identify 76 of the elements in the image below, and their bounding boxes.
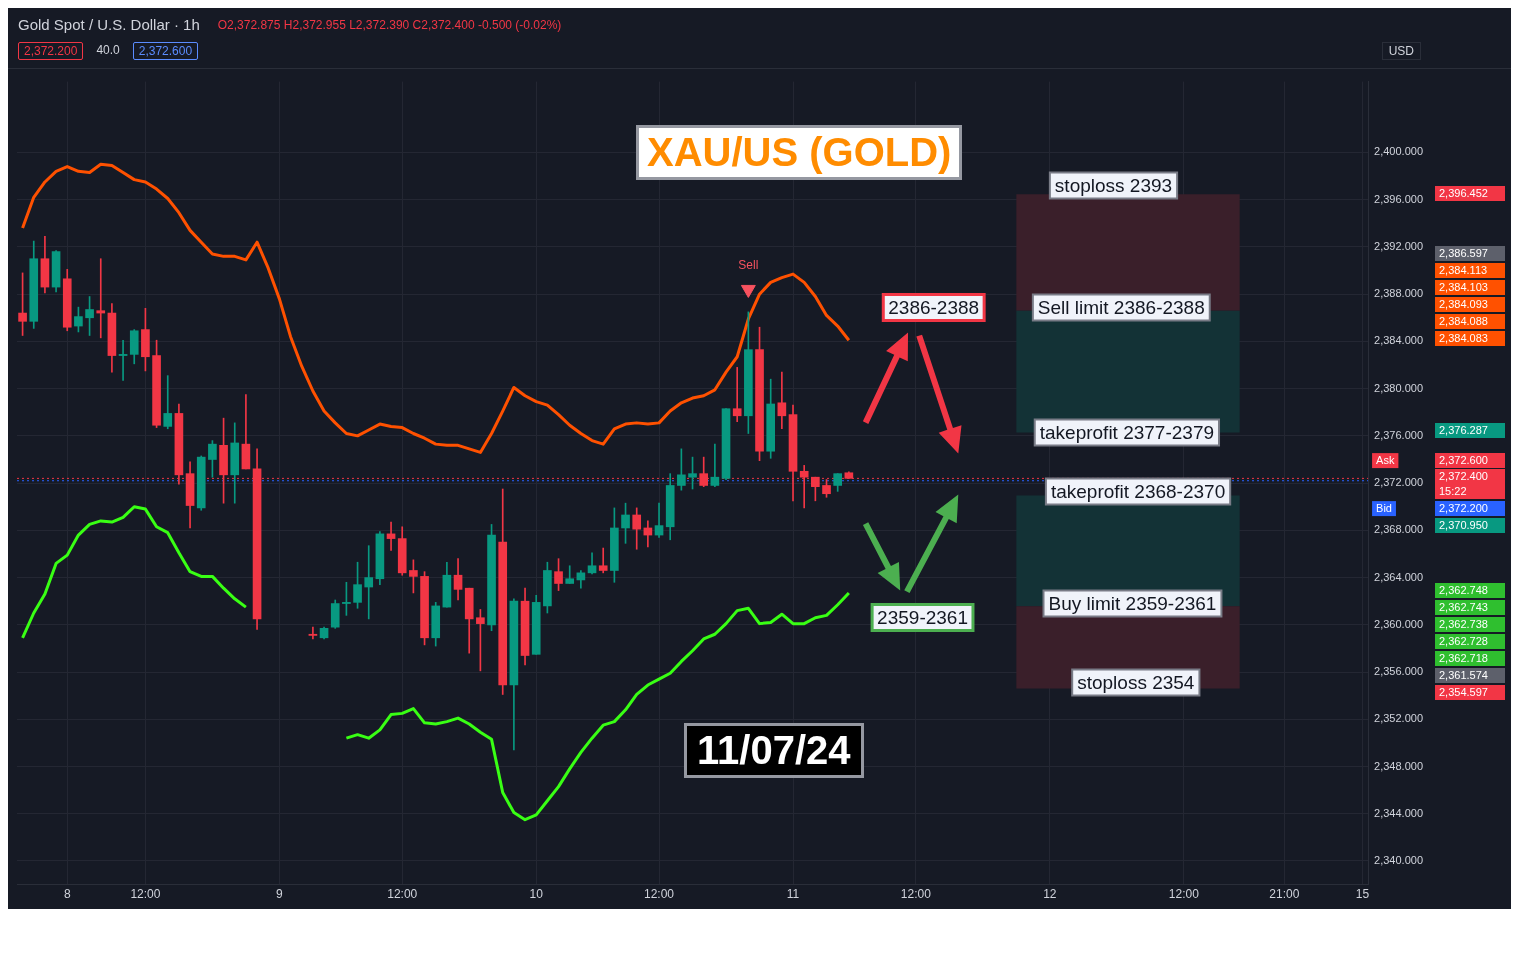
- candlestick: [163, 375, 173, 430]
- text: 2,396.452: [1439, 186, 1488, 199]
- text: 2,362.718: [1439, 651, 1488, 664]
- text: 15:22: [1439, 484, 1467, 497]
- text: 2,362.728: [1439, 634, 1488, 647]
- text: 2,361.574: [1439, 668, 1488, 681]
- annotation: 11/07/24: [684, 723, 864, 778]
- series-label: Sell: [738, 257, 759, 272]
- annotation: stoploss 2354: [1077, 671, 1195, 693]
- text: 2,372.200: [1439, 501, 1488, 514]
- annotation: 2359-2361: [877, 606, 968, 628]
- y-tick-label: 2,372.000: [1374, 476, 1423, 489]
- y-tick-label: 2,356.000: [1374, 665, 1423, 678]
- candlestick: [777, 371, 787, 430]
- text: Ask: [1376, 453, 1395, 466]
- x-tick-label: 10: [529, 887, 544, 902]
- text: 2,372.600: [1439, 453, 1488, 466]
- candlestick: [710, 443, 720, 487]
- y-tick-label: 2,348.000: [1374, 759, 1423, 772]
- x-tick-label: 15: [1355, 887, 1370, 902]
- annotation: stoploss 2393: [1054, 174, 1173, 196]
- x-tick-label: 12:00: [387, 887, 418, 902]
- text: Bid: [1376, 501, 1392, 514]
- text: 2,386.597: [1439, 246, 1488, 259]
- x-tick-label: 11: [786, 887, 800, 902]
- x-tick-label: 9: [276, 887, 284, 902]
- x-tick-label: 12: [1043, 887, 1057, 902]
- candlestick: [118, 339, 128, 381]
- y-tick-label: 2,364.000: [1374, 570, 1423, 583]
- text: 2,384.113: [1439, 263, 1488, 276]
- annotation: XAU/US (GOLD): [636, 125, 963, 180]
- text: 2,384.083: [1439, 331, 1488, 344]
- candlestick: [96, 258, 106, 339]
- y-tick-label: 2,340.000: [1374, 854, 1423, 867]
- text: 2,354.597: [1439, 685, 1488, 698]
- candlestick: [732, 367, 742, 423]
- y-tick-label: 2,368.000: [1374, 523, 1423, 536]
- y-tick-label: 2,388.000: [1374, 287, 1423, 300]
- y-tick-label: 2,400.000: [1374, 145, 1423, 158]
- annotation: takeprofit 2377-2379: [1039, 421, 1215, 443]
- y-axis-title: USD: [1381, 42, 1421, 60]
- text: 2,384.103: [1439, 280, 1488, 293]
- annotation: Sell limit 2386-2388: [1037, 296, 1205, 318]
- text: 2,372.200: [18, 42, 84, 60]
- annotation: Buy limit 2359-2361: [1048, 592, 1217, 614]
- text: 2,372.400: [1439, 469, 1488, 482]
- y-tick-label: 2,380.000: [1374, 381, 1423, 394]
- x-tick-label: 8: [63, 887, 71, 902]
- y-tick-label: 2,392.000: [1374, 239, 1423, 252]
- text: 2,362.748: [1439, 583, 1488, 596]
- text: 2,384.093: [1439, 297, 1488, 310]
- y-tick-label: 2,360.000: [1374, 617, 1423, 630]
- text: 2,362.738: [1439, 617, 1488, 630]
- text: 2,384.088: [1439, 314, 1488, 327]
- text: 2,362.743: [1439, 600, 1488, 613]
- x-tick-label: 12:00: [1168, 887, 1200, 902]
- annotation: takeprofit 2368-2370: [1050, 480, 1226, 502]
- chart-subtitle: O2,372.875 H2,372.955 L2,372.390 C2,372.400 -0.500 (-0.02%): [217, 17, 562, 33]
- candlestick: [308, 626, 318, 640]
- y-tick-label: 2,396.000: [1374, 192, 1423, 205]
- x-tick-label: 12:00: [644, 887, 675, 902]
- y-tick-label: 2,352.000: [1374, 712, 1423, 725]
- text: 2,372.600: [132, 42, 199, 60]
- text: 40.0: [95, 42, 121, 59]
- text: 2,370.950: [1439, 518, 1488, 531]
- annotation: 2386-2388: [888, 296, 980, 318]
- y-tick-label: 2,344.000: [1374, 806, 1423, 819]
- x-tick-label: 21:00: [1269, 887, 1300, 902]
- y-tick-label: 2,376.000: [1374, 428, 1423, 441]
- x-tick-label: 12:00: [130, 887, 161, 902]
- candlestick: [364, 545, 374, 620]
- candlestick: [598, 547, 608, 574]
- x-tick-label: 12:00: [900, 887, 932, 902]
- text: 2,376.287: [1439, 423, 1488, 436]
- chart-title: Gold Spot / U.S. Dollar · 1h: [18, 16, 200, 33]
- y-tick-label: 2,384.000: [1374, 334, 1423, 347]
